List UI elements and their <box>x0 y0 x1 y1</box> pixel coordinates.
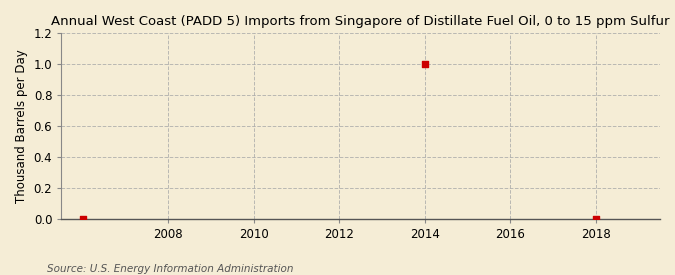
Y-axis label: Thousand Barrels per Day: Thousand Barrels per Day <box>15 49 28 203</box>
Text: Source: U.S. Energy Information Administration: Source: U.S. Energy Information Administ… <box>47 264 294 274</box>
Point <box>591 216 601 221</box>
Point <box>419 62 430 67</box>
Point <box>78 216 88 221</box>
Title: Annual West Coast (PADD 5) Imports from Singapore of Distillate Fuel Oil, 0 to 1: Annual West Coast (PADD 5) Imports from … <box>51 15 670 28</box>
